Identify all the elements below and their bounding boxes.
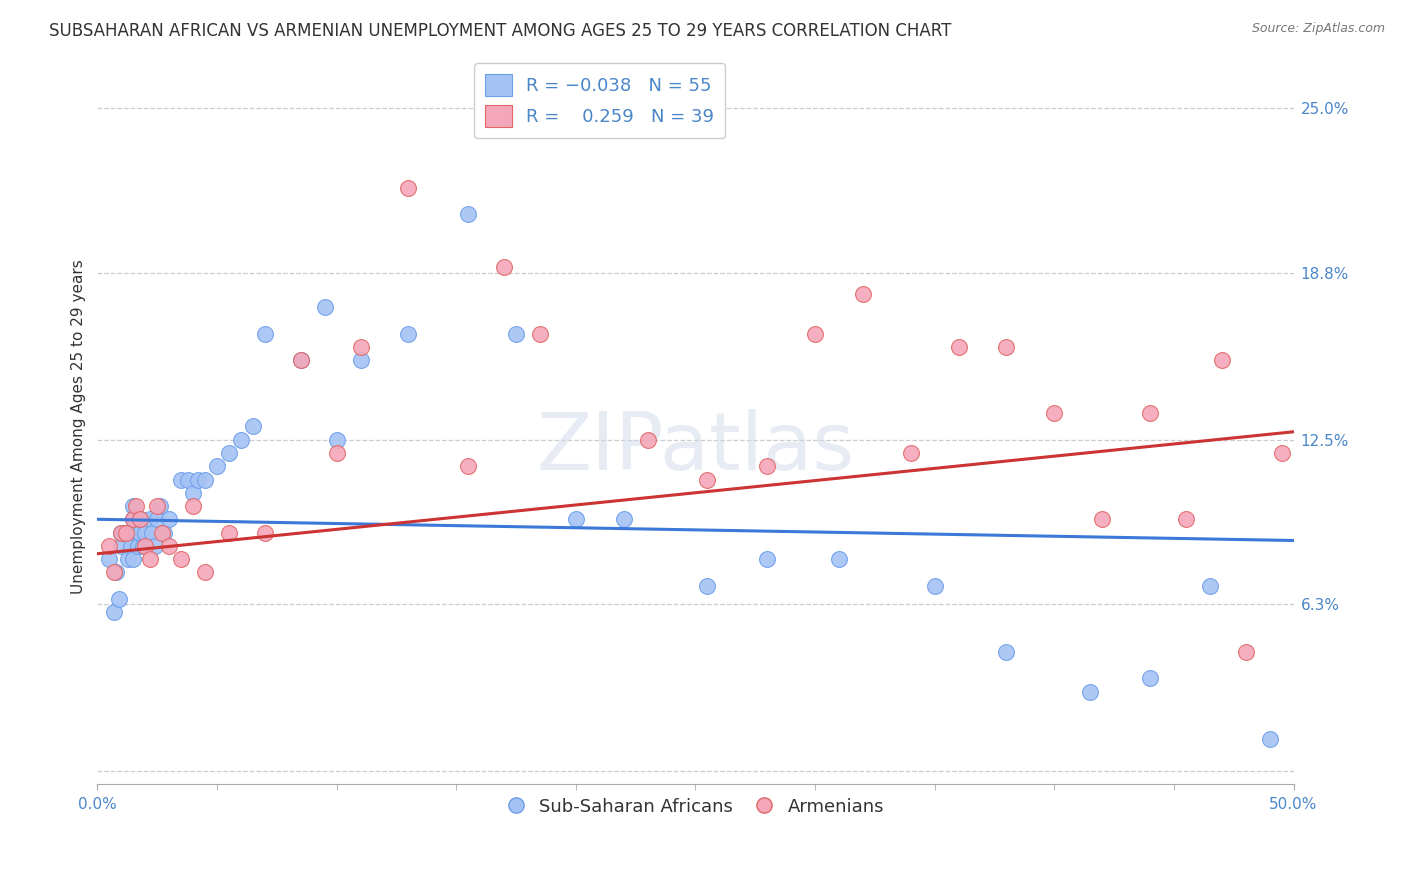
Text: SUBSAHARAN AFRICAN VS ARMENIAN UNEMPLOYMENT AMONG AGES 25 TO 29 YEARS CORRELATIO: SUBSAHARAN AFRICAN VS ARMENIAN UNEMPLOYM…	[49, 22, 952, 40]
Point	[132, 539, 155, 553]
Point	[120, 539, 142, 553]
Point	[108, 591, 131, 606]
Point	[115, 525, 138, 540]
Point	[127, 539, 149, 553]
Point	[143, 539, 166, 553]
Point	[115, 525, 138, 540]
Text: Source: ZipAtlas.com: Source: ZipAtlas.com	[1251, 22, 1385, 36]
Point	[529, 326, 551, 341]
Point	[150, 525, 173, 540]
Point	[103, 566, 125, 580]
Point	[122, 512, 145, 526]
Point	[995, 340, 1018, 354]
Legend: Sub-Saharan Africans, Armenians: Sub-Saharan Africans, Armenians	[498, 789, 893, 825]
Point	[1211, 353, 1233, 368]
Point	[613, 512, 636, 526]
Point	[110, 525, 132, 540]
Point	[253, 326, 276, 341]
Point	[218, 446, 240, 460]
Point	[349, 340, 371, 354]
Point	[157, 512, 180, 526]
Point	[457, 207, 479, 221]
Point	[129, 512, 152, 526]
Point	[565, 512, 588, 526]
Point	[194, 473, 217, 487]
Point	[349, 353, 371, 368]
Point	[696, 578, 718, 592]
Point	[124, 525, 146, 540]
Point	[1091, 512, 1114, 526]
Point	[110, 539, 132, 553]
Point	[146, 512, 169, 526]
Point	[804, 326, 827, 341]
Point	[148, 499, 170, 513]
Y-axis label: Unemployment Among Ages 25 to 29 years: Unemployment Among Ages 25 to 29 years	[72, 259, 86, 594]
Point	[139, 552, 162, 566]
Point	[492, 260, 515, 275]
Point	[103, 605, 125, 619]
Point	[194, 566, 217, 580]
Point	[1234, 645, 1257, 659]
Point	[505, 326, 527, 341]
Point	[129, 525, 152, 540]
Point	[1139, 672, 1161, 686]
Point	[995, 645, 1018, 659]
Point	[924, 578, 946, 592]
Text: ZIPatlas: ZIPatlas	[536, 409, 855, 487]
Point	[98, 539, 121, 553]
Point	[146, 499, 169, 513]
Point	[314, 300, 336, 314]
Point	[1270, 446, 1292, 460]
Point	[756, 552, 779, 566]
Point	[139, 512, 162, 526]
Point	[129, 512, 152, 526]
Point	[105, 566, 128, 580]
Point	[1078, 684, 1101, 698]
Point	[122, 499, 145, 513]
Point	[900, 446, 922, 460]
Point	[141, 525, 163, 540]
Point	[457, 459, 479, 474]
Point	[124, 499, 146, 513]
Point	[187, 473, 209, 487]
Point	[852, 286, 875, 301]
Point	[229, 433, 252, 447]
Point	[242, 419, 264, 434]
Point	[253, 525, 276, 540]
Point	[637, 433, 659, 447]
Point	[290, 353, 312, 368]
Point	[117, 552, 139, 566]
Point	[396, 326, 419, 341]
Point	[218, 525, 240, 540]
Point	[1198, 578, 1220, 592]
Point	[396, 181, 419, 195]
Point	[122, 512, 145, 526]
Point	[181, 485, 204, 500]
Point	[205, 459, 228, 474]
Point	[170, 552, 193, 566]
Point	[153, 525, 176, 540]
Point	[134, 539, 156, 553]
Point	[177, 473, 200, 487]
Point	[948, 340, 970, 354]
Point	[98, 552, 121, 566]
Point	[110, 525, 132, 540]
Point	[828, 552, 851, 566]
Point	[1043, 406, 1066, 420]
Point	[129, 512, 152, 526]
Point	[325, 433, 347, 447]
Point	[1258, 732, 1281, 747]
Point	[112, 525, 135, 540]
Point	[325, 446, 347, 460]
Point	[122, 552, 145, 566]
Point	[134, 525, 156, 540]
Point	[1139, 406, 1161, 420]
Point	[181, 499, 204, 513]
Point	[290, 353, 312, 368]
Point	[157, 539, 180, 553]
Point	[170, 473, 193, 487]
Point	[1174, 512, 1197, 526]
Point	[696, 473, 718, 487]
Point	[756, 459, 779, 474]
